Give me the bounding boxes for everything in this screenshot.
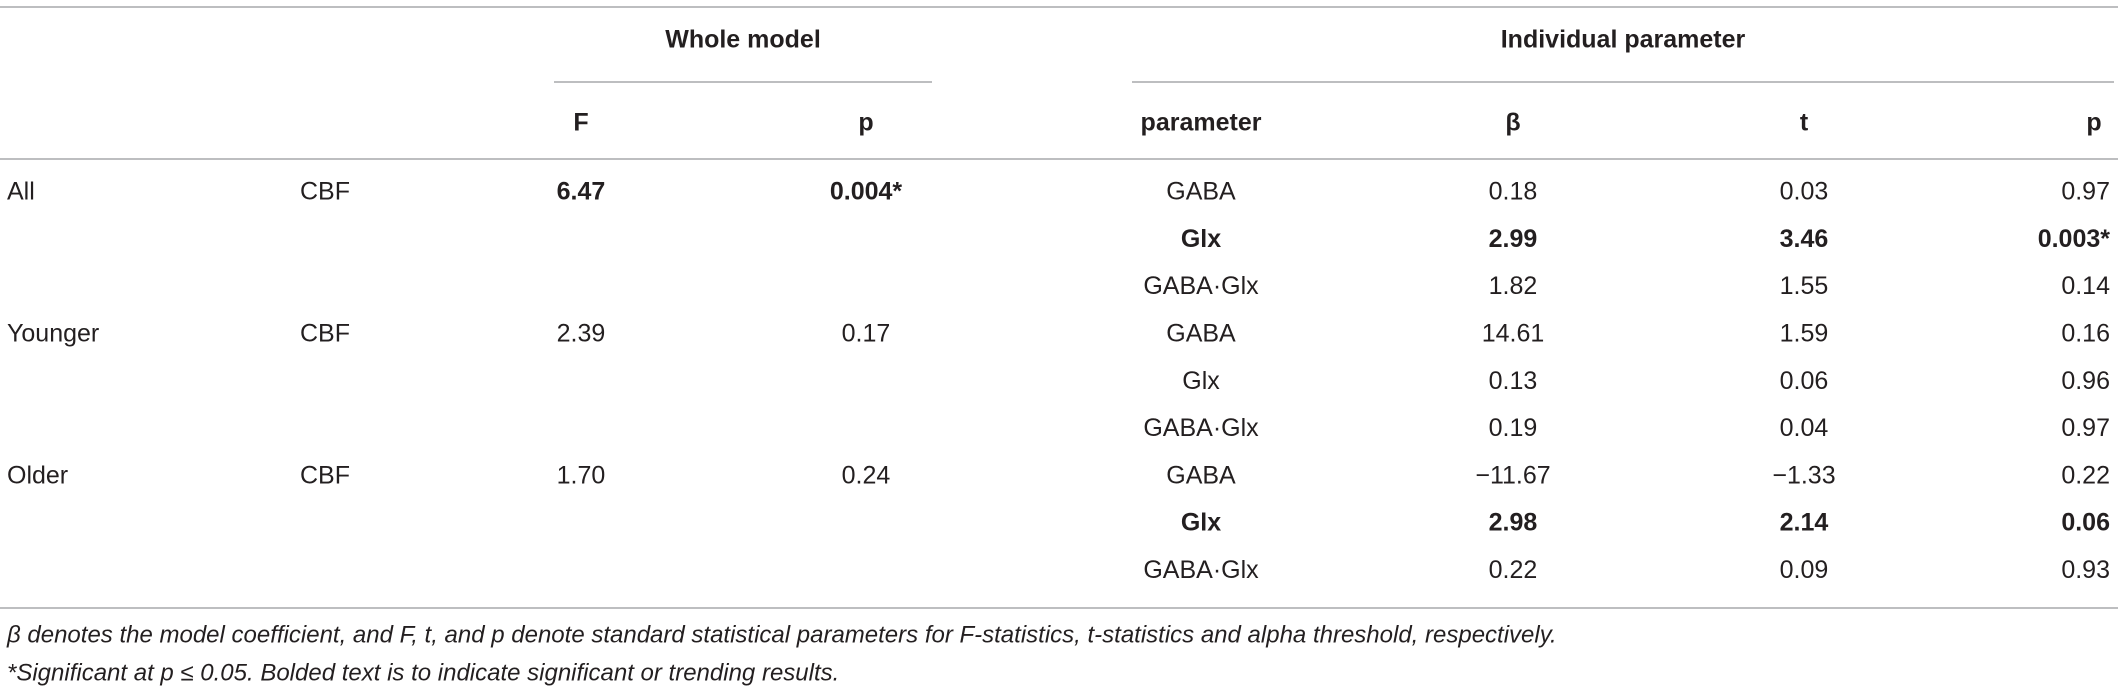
footnote: β denotes the model coefficient, and F, …	[6, 621, 1557, 648]
table-cell: Younger	[7, 320, 99, 348]
table-cell: 0.16	[2061, 320, 2110, 348]
table-cell: GABA·Glx	[1143, 556, 1259, 584]
table-cell: 0.004*	[830, 178, 903, 206]
table-cell: 0.13	[1489, 367, 1538, 395]
table-cell: 0.06	[2061, 509, 2110, 537]
table-cell: 2.39	[557, 320, 606, 348]
group-header: Whole model	[665, 26, 821, 54]
table-cell: Glx	[1181, 509, 1221, 537]
table-cell: All	[7, 178, 35, 206]
table-cell: 0.003*	[2038, 225, 2111, 253]
table-cell: 1.55	[1780, 272, 1829, 300]
table-cell: 0.22	[1489, 556, 1538, 584]
table-cell: 1.70	[557, 461, 606, 489]
table-cell: 0.04	[1780, 414, 1829, 442]
table-cell: GABA	[1166, 178, 1236, 206]
table-cell: CBF	[300, 320, 350, 348]
table-cell: 3.46	[1780, 225, 1829, 253]
column-header: parameter	[1141, 109, 1262, 137]
table-cell: 0.19	[1489, 414, 1538, 442]
table-cell: CBF	[300, 461, 350, 489]
table-cell: 2.98	[1489, 509, 1538, 537]
table-cell: −11.67	[1475, 461, 1550, 489]
column-header: β	[1505, 109, 1520, 137]
table-cell: 0.97	[2061, 414, 2110, 442]
table-cell: Glx	[1182, 367, 1220, 395]
table-cell: 0.17	[842, 320, 891, 348]
column-header: p	[2086, 109, 2101, 137]
table-cell: 0.14	[2061, 272, 2110, 300]
table-cell: GABA	[1166, 320, 1236, 348]
table-cell: 0.97	[2061, 178, 2110, 206]
column-header: t	[1800, 109, 1809, 137]
table-cell: 0.24	[842, 461, 891, 489]
table-cell: 2.14	[1780, 509, 1829, 537]
table-cell: 0.93	[2061, 556, 2110, 584]
table-cell: 0.96	[2061, 367, 2110, 395]
table-cell: 2.99	[1489, 225, 1538, 253]
table-cell: Glx	[1181, 225, 1221, 253]
table-cell: 0.09	[1780, 556, 1829, 584]
footnote: *Significant at p ≤ 0.05. Bolded text is…	[7, 659, 839, 686]
table-cell: 1.82	[1489, 272, 1538, 300]
table-cell: −1.33	[1772, 461, 1835, 489]
group-header: Individual parameter	[1501, 26, 1746, 54]
table-cell: GABA	[1166, 461, 1236, 489]
table-cell: 0.18	[1489, 178, 1538, 206]
table-cell: 14.61	[1482, 320, 1545, 348]
table-cell: 0.06	[1780, 367, 1829, 395]
table-cell: GABA·Glx	[1143, 272, 1259, 300]
table-cell: 6.47	[557, 178, 606, 206]
column-header: F	[573, 109, 588, 137]
column-header: p	[858, 109, 873, 137]
table-cell: 0.03	[1780, 178, 1829, 206]
table-cell: GABA·Glx	[1143, 414, 1259, 442]
table-cell: 0.22	[2061, 461, 2110, 489]
table-cell: CBF	[300, 178, 350, 206]
table-cell: Older	[7, 461, 68, 489]
table-cell: 1.59	[1780, 320, 1829, 348]
